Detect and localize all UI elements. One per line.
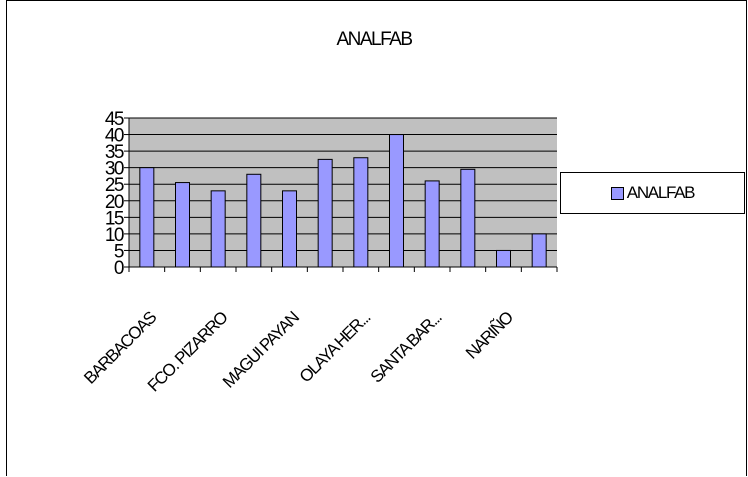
plot-area	[129, 118, 557, 267]
y-tick-label: 30	[105, 159, 124, 180]
bar	[210, 190, 226, 268]
x-tick-label: NARIÑO	[462, 308, 517, 363]
chart-title: ANALFAB	[336, 29, 413, 50]
y-tick-label: 0	[114, 258, 124, 279]
legend: ANALFAB	[560, 172, 745, 214]
x-tick-label: OLAYA HER...	[296, 308, 374, 386]
bar	[496, 249, 511, 268]
bar	[317, 158, 333, 268]
y-tick-label: 40	[105, 126, 124, 147]
y-tick-label: 10	[105, 225, 124, 246]
x-tick-label: BARBACOAS	[80, 308, 160, 388]
bar	[424, 180, 440, 268]
legend-label: ANALFAB	[626, 183, 696, 202]
y-tick-label: 15	[105, 208, 124, 229]
bar	[246, 173, 262, 268]
bar	[531, 233, 547, 268]
y-tick-label: 5	[114, 241, 124, 262]
x-tick-label: SANTA BAR...	[367, 308, 446, 387]
bar	[175, 182, 190, 268]
legend-swatch	[610, 186, 624, 200]
y-tick-label: 25	[105, 175, 124, 196]
bar	[460, 168, 476, 268]
y-tick-label: 35	[105, 142, 124, 163]
bar	[389, 134, 404, 268]
x-tick-label: MAGUI PAYAN	[219, 308, 302, 391]
bar	[353, 157, 369, 268]
y-tick-label: 45	[105, 109, 124, 130]
bar	[139, 167, 155, 268]
y-tick-label: 20	[105, 192, 124, 213]
axes	[124, 117, 558, 272]
bar	[282, 190, 297, 268]
